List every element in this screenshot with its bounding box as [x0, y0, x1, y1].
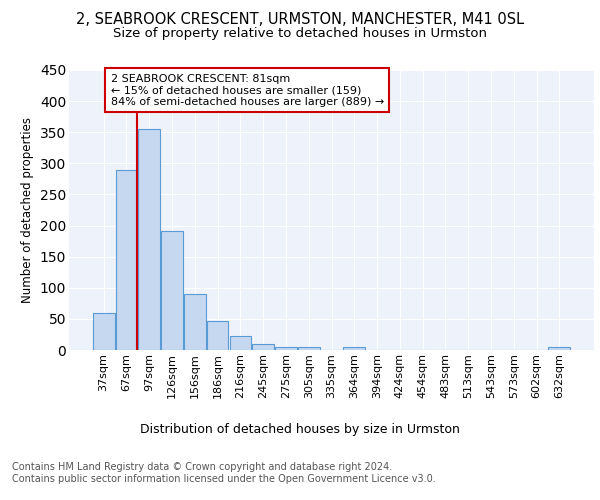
Bar — [253, 344, 274, 350]
Bar — [275, 347, 297, 350]
Text: Size of property relative to detached houses in Urmston: Size of property relative to detached ho… — [113, 28, 487, 40]
Text: 2, SEABROOK CRESCENT, URMSTON, MANCHESTER, M41 0SL: 2, SEABROOK CRESCENT, URMSTON, MANCHESTE… — [76, 12, 524, 28]
Bar — [298, 347, 320, 350]
Bar — [343, 347, 365, 350]
Y-axis label: Number of detached properties: Number of detached properties — [21, 117, 34, 303]
Bar — [161, 230, 183, 350]
Bar — [139, 129, 160, 350]
Text: Contains HM Land Registry data © Crown copyright and database right 2024.
Contai: Contains HM Land Registry data © Crown c… — [12, 462, 436, 484]
Bar — [207, 321, 229, 350]
Text: Distribution of detached houses by size in Urmston: Distribution of detached houses by size … — [140, 422, 460, 436]
Text: 2 SEABROOK CRESCENT: 81sqm
← 15% of detached houses are smaller (159)
84% of sem: 2 SEABROOK CRESCENT: 81sqm ← 15% of deta… — [110, 74, 384, 107]
Bar — [230, 336, 251, 350]
Bar — [548, 347, 570, 350]
Bar — [184, 294, 206, 350]
Bar — [93, 312, 115, 350]
Bar — [116, 170, 137, 350]
